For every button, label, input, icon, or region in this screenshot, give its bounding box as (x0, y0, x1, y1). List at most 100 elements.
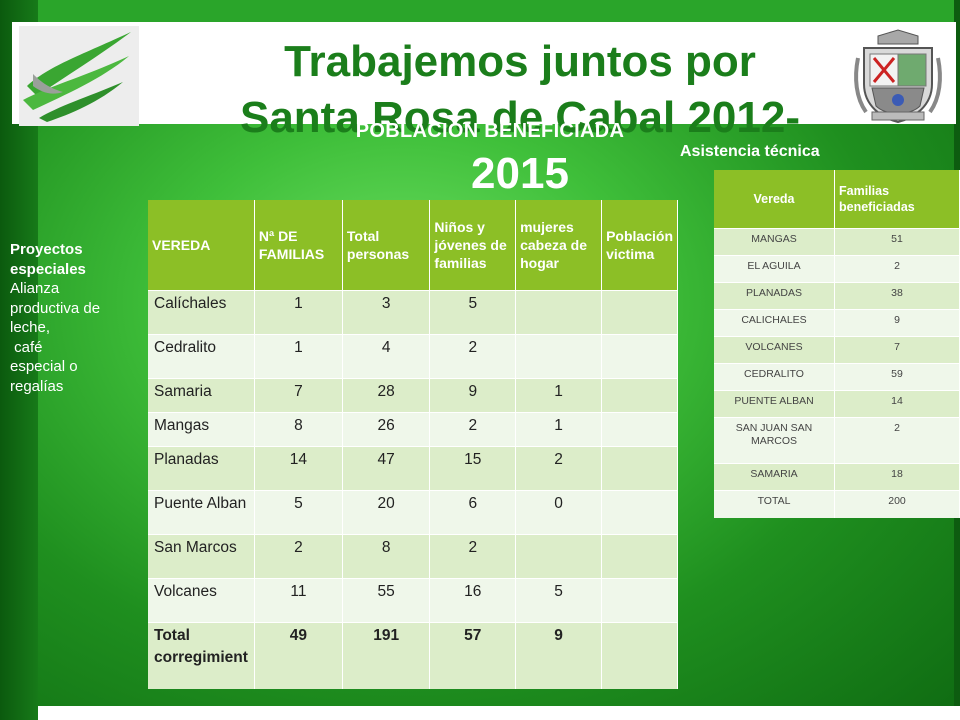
table-cell: 14 (254, 446, 343, 491)
table-row: Volcanes 11 55 16 5 (148, 578, 678, 623)
table-cell: Total corregimient (148, 622, 255, 689)
table-cell: 2 (429, 534, 517, 579)
table-cell: 16 (429, 578, 517, 623)
table-cell: 20 (342, 490, 431, 535)
col-header: Niños y jóvenes de familias (429, 200, 517, 291)
table-cell: 191 (342, 622, 431, 689)
sidebar-line4: café (10, 338, 43, 356)
col-header: Total personas (342, 200, 431, 291)
table-row: Puente Alban 5 20 6 0 (148, 490, 678, 535)
table-cell: 200 (834, 490, 960, 518)
table-row: SAMARIA 18 (714, 463, 960, 491)
page-title-line3: 2015 (471, 149, 569, 198)
table-header-row: Vereda Familias beneficiadas (714, 170, 960, 229)
table-cell (601, 446, 678, 491)
sidebar-line2: productiva de (10, 299, 101, 317)
table-cell (515, 334, 603, 379)
table-cell: 15 (429, 446, 517, 491)
table-cell: 2 (834, 255, 960, 283)
table-cell: 2 (429, 412, 517, 447)
col-header: mujeres cabeza de hogar (515, 200, 603, 291)
sidebar-line6: regalías (10, 377, 64, 395)
sidebar-title1: Proyectos (10, 241, 83, 258)
table-cell: 1 (515, 378, 603, 413)
table-cell: 1 (254, 334, 343, 379)
table-cell: TOTAL (714, 490, 835, 518)
table-cell: CALICHALES (714, 309, 835, 337)
leaf-logo-icon (19, 26, 139, 126)
poblacion-table: VEREDA Nª DE FAMILIAS Total personas Niñ… (148, 200, 678, 689)
table-cell: MANGAS (714, 228, 835, 256)
table-row: Samaria 7 28 9 1 (148, 378, 678, 413)
table-cell: 7 (834, 336, 960, 364)
table-cell: 38 (834, 282, 960, 310)
sidebar-line1: Alianza (10, 280, 60, 297)
table-cell: 7 (254, 378, 343, 413)
table-row: PUENTE ALBAN 14 (714, 390, 960, 418)
table-cell (601, 290, 678, 335)
table-cell (515, 290, 603, 335)
table-row: Mangas 8 26 2 1 (148, 412, 678, 447)
table-cell: 9 (429, 378, 517, 413)
table-cell: 6 (429, 490, 517, 535)
table-row: San Marcos 2 8 2 (148, 534, 678, 579)
table-row: Planadas 14 47 15 2 (148, 446, 678, 491)
table-cell: Calíchales (148, 290, 255, 335)
table-row: Calíchales 1 3 5 (148, 290, 678, 335)
table-cell (601, 378, 678, 413)
subtitle-asistencia: Asistencia técnica (680, 143, 820, 160)
table-cell: VOLCANES (714, 336, 835, 364)
coat-of-arms-icon (850, 28, 946, 124)
table-cell: 18 (834, 463, 960, 491)
table-cell: 9 (515, 622, 603, 689)
table-cell: 26 (342, 412, 431, 447)
table-cell: 9 (834, 309, 960, 337)
table-cell: 8 (342, 534, 431, 579)
table-cell: 0 (515, 490, 603, 535)
table-cell: 2 (429, 334, 517, 379)
table-row: SAN JUAN SAN MARCOS 2 (714, 417, 960, 464)
sidebar-line5: especial o (10, 358, 78, 375)
table-cell: EL AGUILA (714, 255, 835, 283)
table-cell: 5 (254, 490, 343, 535)
table-cell (515, 534, 603, 579)
table-cell (601, 578, 678, 623)
table-row: Total corregimient 49 191 57 9 (148, 622, 678, 689)
subtitle-poblacion: POBLACION BENEFICIADA (355, 120, 625, 142)
table-cell: SAN JUAN SAN MARCOS (714, 417, 835, 464)
table-row: CALICHALES 9 (714, 309, 960, 337)
table-cell: Volcanes (148, 578, 255, 623)
table-cell: 3 (342, 290, 431, 335)
col-header: VEREDA (148, 200, 255, 291)
col-header: Población victima (601, 200, 678, 291)
bottom-strip (38, 706, 960, 720)
table-cell: 59 (834, 363, 960, 391)
table-cell: 4 (342, 334, 431, 379)
table-cell: 55 (342, 578, 431, 623)
table-cell: Mangas (148, 412, 255, 447)
header-panel (12, 22, 956, 124)
table-cell: 47 (342, 446, 431, 491)
sidebar-text: Proyectos especiales Alianza productiva … (10, 240, 128, 396)
sidebar-line3: leche, (10, 319, 51, 336)
table-cell (601, 412, 678, 447)
page-title-line2: Santa Rosa de Cabal 2012- (239, 93, 800, 142)
table-cell: 57 (429, 622, 517, 689)
table-cell (601, 490, 678, 535)
table-cell: 2 (834, 417, 960, 464)
table-cell: SAMARIA (714, 463, 835, 491)
table-cell: 5 (429, 290, 517, 335)
table-cell: 2 (254, 534, 343, 579)
table-cell: CEDRALITO (714, 363, 835, 391)
top-strip (38, 0, 960, 22)
table-cell: 14 (834, 390, 960, 418)
col-header: Vereda (714, 170, 835, 229)
table-cell: 5 (515, 578, 603, 623)
table-row: MANGAS 51 (714, 228, 960, 256)
table-cell: 8 (254, 412, 343, 447)
table-row: PLANADAS 38 (714, 282, 960, 310)
table-cell: 28 (342, 378, 431, 413)
table-cell: Puente Alban (148, 490, 255, 535)
table-cell: 1 (254, 290, 343, 335)
table-cell: San Marcos (148, 534, 255, 579)
